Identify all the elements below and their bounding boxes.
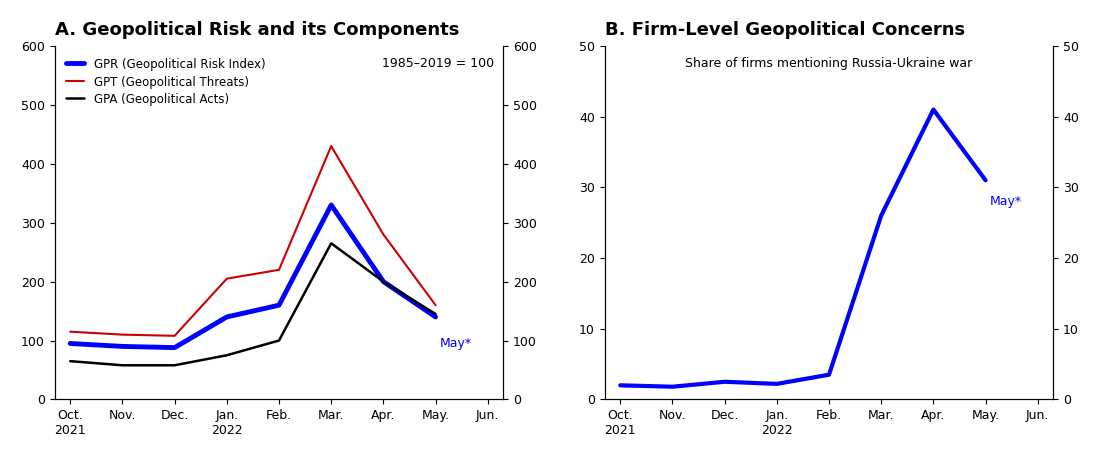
GPT (Geopolitical Threats): [273, 267, 286, 273]
GPT (Geopolitical Threats): [324, 143, 338, 149]
GPA (Geopolitical Acts): [377, 279, 390, 284]
Legend: GPR (Geopolitical Risk Index), GPT (Geopolitical Threats), GPA (Geopolitical Act: GPR (Geopolitical Risk Index), GPT (Geop…: [60, 52, 271, 112]
GPT (Geopolitical Threats): [220, 276, 233, 281]
Text: A. Geopolitical Risk and its Components: A. Geopolitical Risk and its Components: [55, 21, 459, 39]
GPT (Geopolitical Threats): [168, 333, 182, 338]
GPR (Geopolitical Risk Index): [220, 314, 233, 320]
GPR (Geopolitical Risk Index): [116, 344, 129, 349]
GPA (Geopolitical Acts): [64, 359, 77, 364]
Line: GPR (Geopolitical Risk Index): GPR (Geopolitical Risk Index): [70, 205, 436, 348]
GPR (Geopolitical Risk Index): [64, 341, 77, 346]
GPT (Geopolitical Threats): [116, 332, 129, 338]
GPT (Geopolitical Threats): [64, 329, 77, 334]
GPR (Geopolitical Risk Index): [273, 302, 286, 308]
GPT (Geopolitical Threats): [377, 232, 390, 237]
Text: B. Firm-Level Geopolitical Concerns: B. Firm-Level Geopolitical Concerns: [605, 21, 965, 39]
GPR (Geopolitical Risk Index): [168, 345, 182, 350]
Line: GPA (Geopolitical Acts): GPA (Geopolitical Acts): [70, 243, 436, 365]
GPA (Geopolitical Acts): [324, 240, 338, 246]
Line: GPT (Geopolitical Threats): GPT (Geopolitical Threats): [70, 146, 436, 336]
Text: May*: May*: [440, 337, 472, 350]
GPR (Geopolitical Risk Index): [324, 202, 338, 208]
GPR (Geopolitical Risk Index): [377, 279, 390, 284]
GPA (Geopolitical Acts): [168, 363, 182, 368]
GPR (Geopolitical Risk Index): [429, 314, 442, 320]
GPA (Geopolitical Acts): [220, 353, 233, 358]
Text: May*: May*: [990, 195, 1022, 208]
GPT (Geopolitical Threats): [429, 302, 442, 308]
Text: 1985–2019 = 100: 1985–2019 = 100: [383, 56, 495, 70]
GPA (Geopolitical Acts): [429, 311, 442, 317]
GPA (Geopolitical Acts): [273, 338, 286, 344]
GPA (Geopolitical Acts): [116, 363, 129, 368]
Text: Share of firms mentioning Russia-Ukraine war: Share of firms mentioning Russia-Ukraine…: [685, 56, 972, 70]
